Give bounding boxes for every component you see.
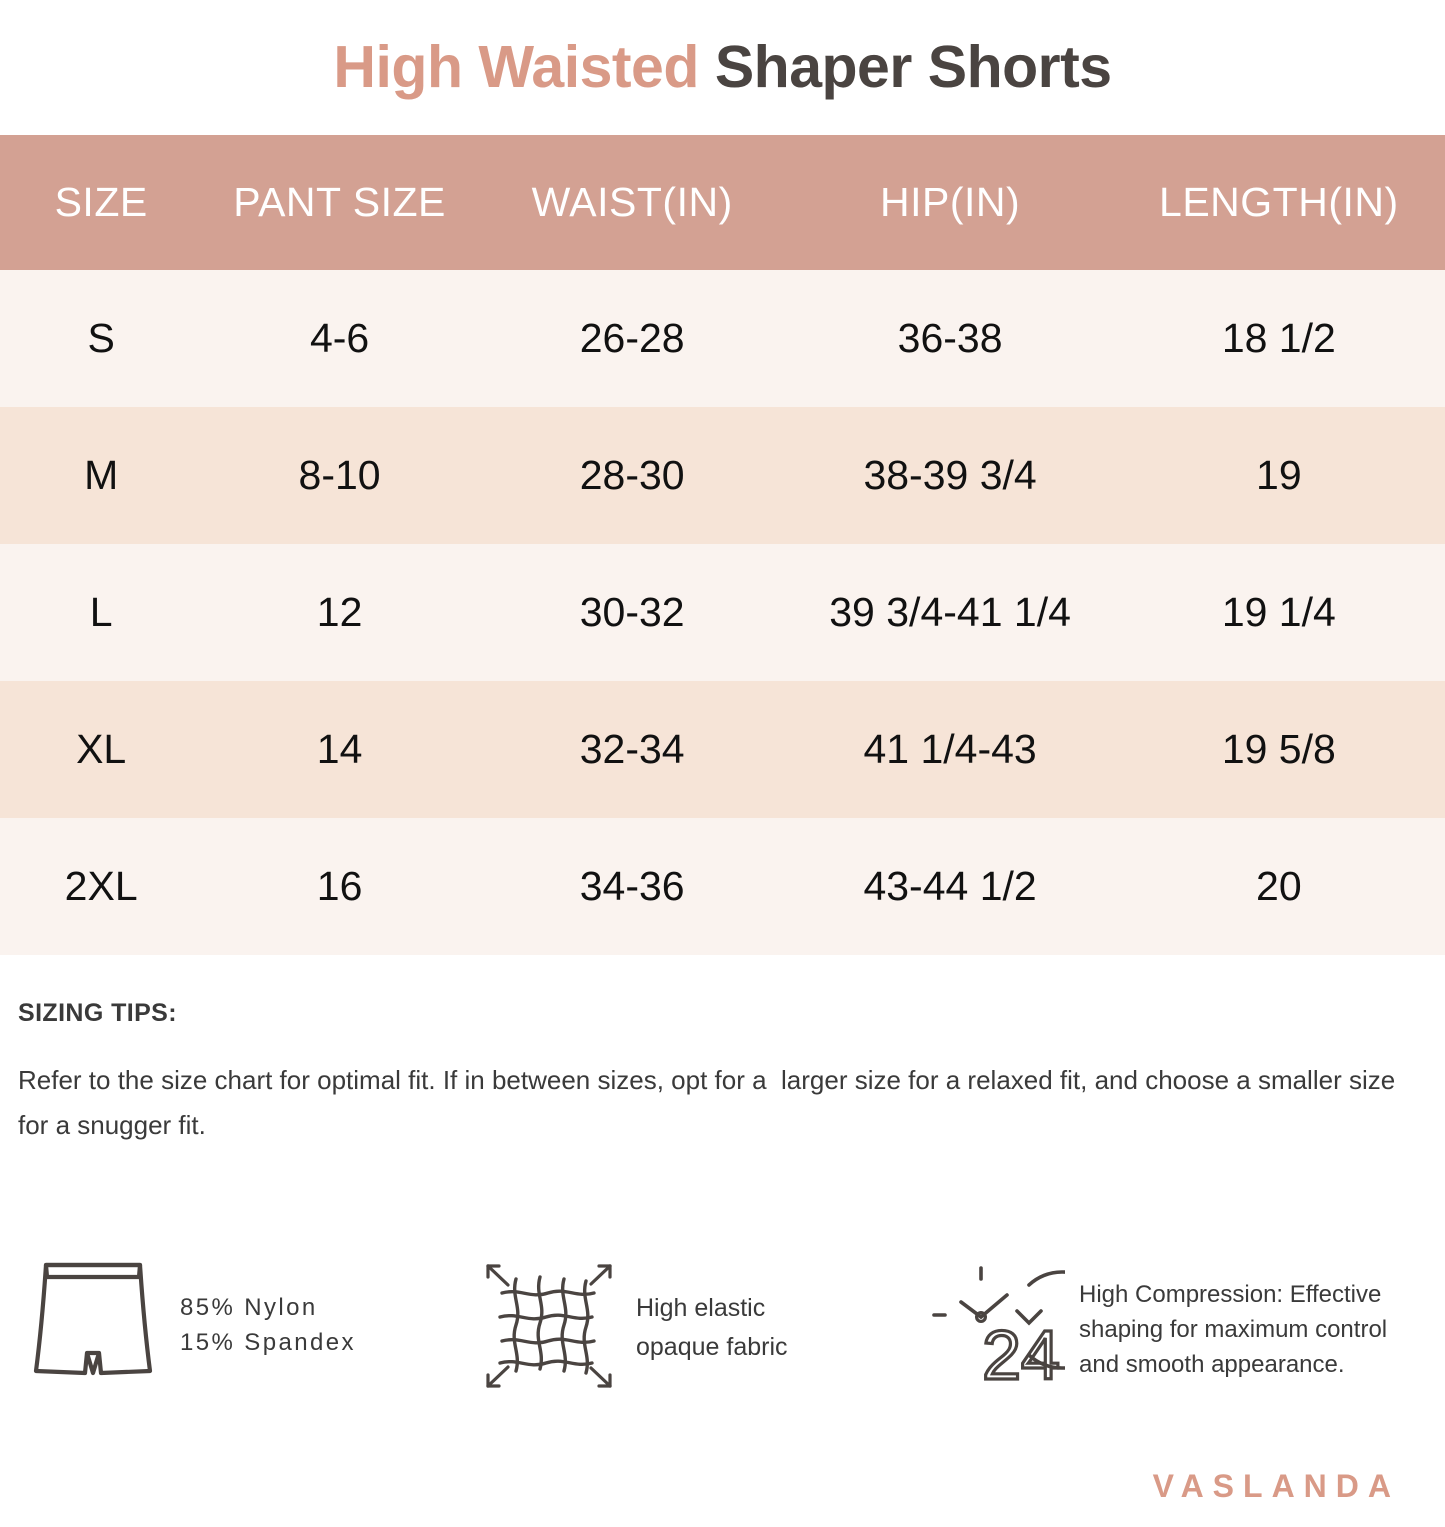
table-row: L 12 30-32 39 3/4-41 1/4 19 1/4 [0,544,1445,681]
features-row: 85% Nylon 15% Spandex [0,1255,1445,1400]
table-header-row: SIZE PANT SIZE WAIST(IN) HIP(IN) LENGTH(… [0,135,1445,270]
cell-pant-size: 16 [202,818,477,955]
cell-length: 19 [1112,407,1445,544]
feature-high-elastic-label: High elastic opaque fabric [636,1294,788,1361]
column-header-pant-size: PANT SIZE [202,135,477,270]
cell-waist: 34-36 [476,818,788,955]
title-bar: High Waisted Shaper Shorts [0,0,1445,135]
cell-waist: 30-32 [476,544,788,681]
column-header-size: SIZE [0,135,203,270]
feature-high-compression: 24 High Compression: Effective shaping f… [915,1255,1435,1400]
cell-size: M [0,407,203,544]
column-header-length: LENGTH(IN) [1112,135,1445,270]
table-row: M 8-10 28-30 38-39 3/4 19 [0,407,1445,544]
clock-24-badge-text: 24 [982,1316,1060,1394]
cell-waist: 32-34 [476,681,788,818]
cell-size: L [0,544,203,681]
cell-waist: 28-30 [476,407,788,544]
title-dark-text: Shaper Shorts [714,34,1112,100]
cell-size: S [0,270,203,407]
table-body: S 4-6 26-28 36-38 18 1/2 M 8-10 28-30 38… [0,270,1445,955]
clock-24-icon: 24 [925,1255,1112,1400]
cell-length: 20 [1112,818,1445,955]
cell-length: 19 5/8 [1112,681,1445,818]
cell-length: 19 1/4 [1112,544,1445,681]
feature-high-compression-label: High Compression: Effective shaping for … [1079,1281,1388,1379]
cell-hip: 43-44 1/2 [787,818,1113,955]
shorts-icon [30,1255,156,1395]
table-row: S 4-6 26-28 36-38 18 1/2 [0,270,1445,407]
cell-pant-size: 12 [202,544,477,681]
size-chart-table: SIZE PANT SIZE WAIST(IN) HIP(IN) LENGTH(… [0,135,1445,955]
cell-waist: 26-28 [476,270,788,407]
cell-hip: 38-39 3/4 [787,407,1113,544]
cell-pant-size: 8-10 [202,407,477,544]
title-accent-text: High Waisted [333,34,699,100]
brand-logo: VASLANDA [1152,1468,1400,1504]
table-header: SIZE PANT SIZE WAIST(IN) HIP(IN) LENGTH(… [0,135,1445,270]
sizing-tips-heading: SIZING TIPS: [18,999,177,1027]
feature-fabric-composition: 85% Nylon 15% Spandex [0,1255,460,1395]
cell-pant-size: 14 [202,681,477,818]
cell-size: XL [0,681,203,818]
cell-hip: 36-38 [787,270,1113,407]
cell-pant-size: 4-6 [202,270,477,407]
sizing-tips-body: Refer to the size chart for optimal fit.… [18,1065,1403,1140]
column-header-waist: WAIST(IN) [476,135,788,270]
feature-high-elastic: High elastic opaque fabric [460,1255,915,1400]
cell-length: 18 1/2 [1112,270,1445,407]
cell-hip: 41 1/4-43 [787,681,1113,818]
elastic-mesh-icon [478,1255,618,1400]
table-row: 2XL 16 34-36 43-44 1/2 20 [0,818,1445,955]
sizing-tips-section: SIZING TIPS: Refer to the size chart for… [0,955,1445,1148]
feature-fabric-composition-label: 85% Nylon 15% Spandex [180,1294,356,1356]
cell-hip: 39 3/4-41 1/4 [787,544,1113,681]
page-title: High Waisted Shaper Shorts [333,38,1112,97]
table-row: XL 14 32-34 41 1/4-43 19 5/8 [0,681,1445,818]
column-header-hip: HIP(IN) [787,135,1113,270]
cell-size: 2XL [0,818,203,955]
